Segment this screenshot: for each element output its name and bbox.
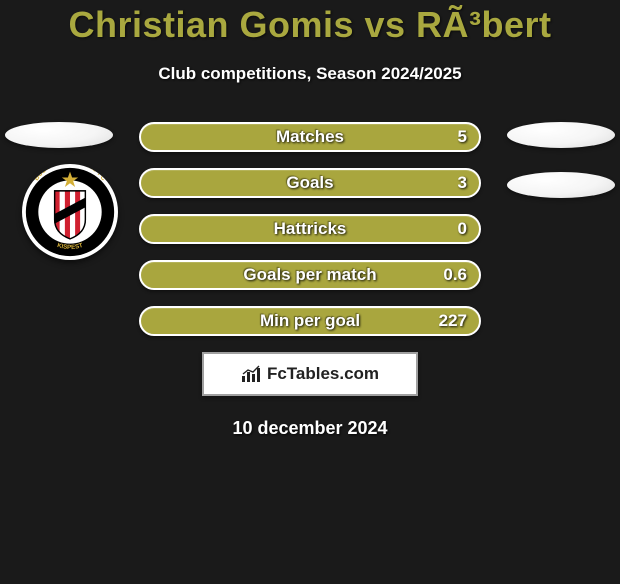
player-right-slot-2 [507,172,615,198]
page-title: Christian Gomis vs RÃ³bert [0,4,620,46]
stat-bar: Matches 5 [139,122,481,152]
stat-label: Min per goal [260,311,360,331]
date-text: 10 december 2024 [0,418,620,439]
stats-section: BUDAPEST HONVÉD FC KISPEST [0,122,620,439]
attribution-text: FcTables.com [241,364,379,384]
stat-value: 5 [458,127,467,147]
badge-svg: BUDAPEST HONVÉD FC KISPEST [22,164,118,260]
stat-value: 0 [458,219,467,239]
stat-label: Hattricks [274,219,347,239]
club-badge: BUDAPEST HONVÉD FC KISPEST [22,164,118,260]
stat-value: 3 [458,173,467,193]
chart-icon [241,365,263,383]
stat-label: Goals per match [243,265,376,285]
attribution-box: FcTables.com [202,352,418,396]
attribution-label: FcTables.com [267,364,379,384]
stat-label: Goals [286,173,333,193]
player-left-slot [5,122,113,148]
stat-bar: Min per goal 227 [139,306,481,336]
stat-bar: Goals 3 [139,168,481,198]
comparison-card: Christian Gomis vs RÃ³bert Club competit… [0,4,620,439]
stat-value: 227 [439,311,467,331]
stat-bar: Goals per match 0.6 [139,260,481,290]
stat-bars: Matches 5 Goals 3 Hattricks 0 Goals per … [139,122,481,336]
stat-label: Matches [276,127,344,147]
stat-bar: Hattricks 0 [139,214,481,244]
player-right-slot-1 [507,122,615,148]
subtitle: Club competitions, Season 2024/2025 [0,64,620,84]
stat-value: 0.6 [443,265,467,285]
